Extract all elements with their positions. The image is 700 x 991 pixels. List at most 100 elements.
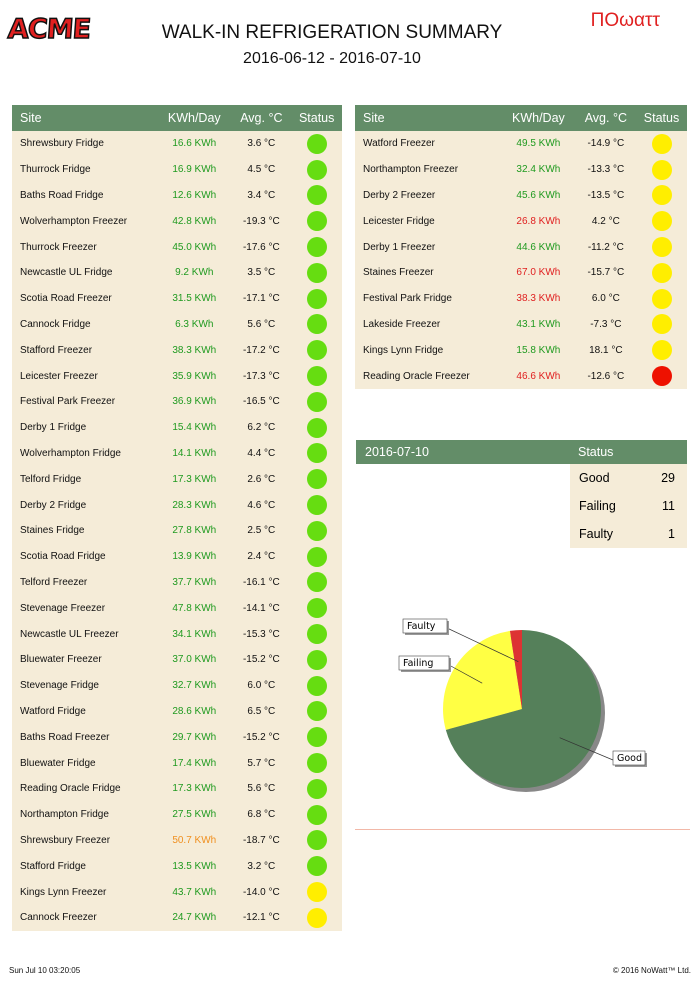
status-failing-icon <box>306 882 327 902</box>
table-row: Newcastle UL Fridge 9.2 KWh 3.5 °C <box>12 259 342 286</box>
avg-temp: 2.6 °C <box>231 466 292 493</box>
site-name: Reading Oracle Freezer <box>355 363 502 389</box>
site-name: Thurrock Fridge <box>12 156 158 183</box>
site-name: Watford Fridge <box>12 698 158 725</box>
table-row: Shrewsbury Fridge 16.6 KWh 3.6 °C <box>12 131 342 157</box>
table-row: Derby 2 Fridge 28.3 KWh 4.6 °C <box>12 492 342 518</box>
status-cell <box>291 775 342 802</box>
table-row: Newcastle UL Freezer 34.1 KWh -15.3 °C <box>12 621 342 647</box>
table-row: Watford Freezer 49.5 KWh -14.9 °C <box>355 131 687 157</box>
row-count: 11 <box>662 499 675 513</box>
kwh-value: 31.5 KWh <box>157 285 232 312</box>
table-row: Reading Oracle Freezer 46.6 KWh -12.6 °C <box>355 363 687 389</box>
table-row: Scotia Road Freezer 31.5 KWh -17.1 °C <box>12 285 342 312</box>
site-name: Staines Freezer <box>355 259 502 286</box>
table-row: Northampton Fridge 27.5 KWh 6.8 °C <box>12 801 342 828</box>
status-cell <box>636 311 687 338</box>
table-row: Reading Oracle Fridge 17.3 KWh 5.6 °C <box>12 775 342 802</box>
table-row: Festival Park Freezer 36.9 KWh -16.5 °C <box>12 388 342 415</box>
table-row: Kings Lynn Fridge 15.8 KWh 18.1 °C <box>355 337 687 364</box>
table-row: Derby 1 Freezer 44.6 KWh -11.2 °C <box>355 234 687 260</box>
status-cell <box>291 621 342 647</box>
status-pie-chart: Good Failing Faulty <box>398 618 647 792</box>
status-cell <box>291 672 342 699</box>
status-cell <box>636 208 687 235</box>
col-kwh: KWh/Day <box>157 105 232 131</box>
status-cell <box>291 646 342 673</box>
table-row: Stafford Fridge 13.5 KWh 3.2 °C <box>12 853 342 880</box>
avg-temp: -14.0 °C <box>231 879 292 905</box>
kwh-value: 38.3 KWh <box>157 337 232 364</box>
avg-temp: -14.9 °C <box>575 131 636 157</box>
site-name: Reading Oracle Fridge <box>12 775 158 802</box>
kwh-value: 9.2 KWh <box>157 259 232 286</box>
kwh-value: 17.4 KWh <box>157 750 232 776</box>
kwh-value: 36.9 KWh <box>157 388 232 415</box>
table-row: Festival Park Fridge 38.3 KWh 6.0 °C <box>355 285 687 312</box>
table-row: Northampton Freezer 32.4 KWh -13.3 °C <box>355 156 687 183</box>
status-cell <box>291 234 342 260</box>
site-name: Stafford Fridge <box>12 853 158 880</box>
summary-row: Failing 11 <box>570 492 687 520</box>
status-failing-icon <box>651 133 672 154</box>
status-good-icon <box>306 624 327 645</box>
kwh-value: 37.0 KWh <box>157 646 232 673</box>
status-cell <box>636 363 687 389</box>
status-good-icon <box>306 443 327 464</box>
kwh-value: 29.7 KWh <box>157 724 232 751</box>
kwh-value: 14.1 KWh <box>157 440 232 467</box>
status-good-icon <box>306 598 327 619</box>
nowatt-logo: ΠOωαττ <box>590 10 660 31</box>
avg-temp: -13.5 °C <box>575 182 636 209</box>
site-name: Shrewsbury Fridge <box>12 131 158 157</box>
site-name: Telford Freezer <box>12 569 158 596</box>
avg-temp: 6.5 °C <box>231 698 292 725</box>
left-sites-table: Site KWh/Day Avg. °C Status Shrewsbury Fr… <box>12 105 342 931</box>
status-good-icon <box>306 185 327 206</box>
row-label: Faulty <box>579 527 614 541</box>
site-name: Stevenage Fridge <box>12 672 158 699</box>
status-good-icon <box>306 830 327 851</box>
table-row: Telford Fridge 17.3 KWh 2.6 °C <box>12 466 342 493</box>
status-cell <box>636 182 687 209</box>
avg-temp: 3.2 °C <box>231 853 292 880</box>
avg-temp: -17.3 °C <box>231 363 292 389</box>
site-name: Scotia Road Freezer <box>12 285 158 312</box>
table-row: Wolverhampton Fridge 14.1 KWh 4.4 °C <box>12 440 342 467</box>
avg-temp: -16.1 °C <box>231 569 292 596</box>
kwh-value: 15.4 KWh <box>157 414 232 441</box>
status-cell <box>636 285 687 312</box>
status-failing-icon <box>306 907 327 928</box>
kwh-value: 38.3 KWh <box>501 285 576 312</box>
status-good-icon <box>306 391 327 412</box>
avg-temp: 4.6 °C <box>231 492 292 518</box>
table-row: Stevenage Fridge 32.7 KWh 6.0 °C <box>12 672 342 699</box>
status-good-icon <box>306 133 327 154</box>
table-row: Thurrock Freezer 45.0 KWh -17.6 °C <box>12 234 342 260</box>
status-cell <box>291 466 342 493</box>
status-cell <box>291 853 342 880</box>
pie-label-box <box>612 750 646 766</box>
row-label: Good <box>579 471 610 485</box>
status-failing-icon <box>651 340 672 361</box>
status-failing-icon <box>651 159 672 180</box>
kwh-value: 43.1 KWh <box>501 311 576 338</box>
status-cell <box>291 569 342 596</box>
avg-temp: 4.5 °C <box>231 156 292 183</box>
table-row: Kings Lynn Freezer 43.7 KWh -14.0 °C <box>12 879 342 905</box>
site-name: Derby 1 Fridge <box>12 414 158 441</box>
kwh-value: 47.8 KWh <box>157 595 232 622</box>
table-row: Stafford Freezer 38.3 KWh -17.2 °C <box>12 337 342 364</box>
status-cell <box>291 879 342 905</box>
pie-label: Failing <box>403 658 433 669</box>
status-good-icon <box>306 675 327 696</box>
status-cell <box>291 182 342 209</box>
pie-slice-faulty <box>509 630 522 709</box>
status-good-icon <box>306 572 327 593</box>
avg-temp: -14.1 °C <box>231 595 292 622</box>
avg-temp: 6.8 °C <box>231 801 292 828</box>
site-name: Telford Fridge <box>12 466 158 493</box>
avg-temp: 3.5 °C <box>231 259 292 286</box>
status-failing-icon <box>651 288 672 309</box>
kwh-value: 67.0 KWh <box>501 259 576 286</box>
